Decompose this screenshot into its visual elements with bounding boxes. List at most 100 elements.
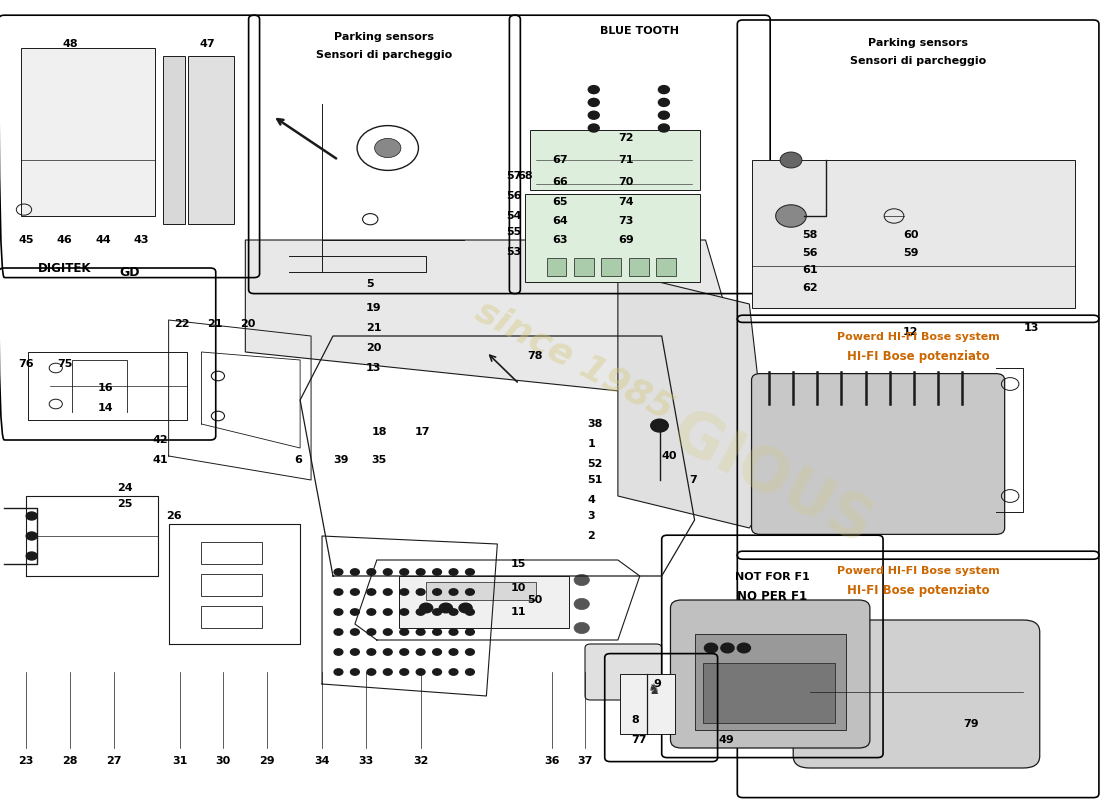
Text: 46: 46 bbox=[57, 235, 73, 245]
Text: HI-FI Bose potenziato: HI-FI Bose potenziato bbox=[847, 350, 989, 362]
Circle shape bbox=[384, 629, 393, 635]
Circle shape bbox=[574, 574, 590, 586]
Circle shape bbox=[465, 589, 474, 595]
Circle shape bbox=[449, 569, 458, 575]
Text: 28: 28 bbox=[63, 756, 78, 766]
Text: 34: 34 bbox=[315, 756, 330, 766]
Text: 37: 37 bbox=[578, 756, 593, 766]
Circle shape bbox=[588, 98, 600, 106]
Circle shape bbox=[432, 589, 441, 595]
Text: 16: 16 bbox=[98, 383, 113, 393]
Text: 20: 20 bbox=[366, 343, 382, 353]
Text: NO PER F1: NO PER F1 bbox=[737, 590, 807, 603]
Text: 19: 19 bbox=[366, 303, 382, 313]
Circle shape bbox=[780, 152, 802, 168]
Text: DIGITEK: DIGITEK bbox=[37, 262, 91, 274]
FancyBboxPatch shape bbox=[574, 258, 594, 276]
Polygon shape bbox=[21, 48, 155, 216]
Text: 22: 22 bbox=[174, 319, 189, 329]
Text: 76: 76 bbox=[19, 359, 34, 369]
Text: HI-FI Bose potenziato: HI-FI Bose potenziato bbox=[847, 584, 989, 597]
Text: 41: 41 bbox=[152, 455, 168, 465]
Text: 11: 11 bbox=[510, 607, 526, 617]
Circle shape bbox=[367, 569, 376, 575]
Circle shape bbox=[659, 98, 670, 106]
Text: 29: 29 bbox=[260, 756, 275, 766]
Circle shape bbox=[351, 569, 360, 575]
Text: 47: 47 bbox=[199, 39, 214, 49]
Circle shape bbox=[776, 205, 806, 227]
Circle shape bbox=[384, 589, 393, 595]
Text: 56: 56 bbox=[506, 191, 521, 201]
Circle shape bbox=[26, 532, 37, 540]
Circle shape bbox=[399, 649, 408, 655]
Text: BLUE TOOTH: BLUE TOOTH bbox=[601, 26, 680, 35]
Text: 61: 61 bbox=[802, 266, 817, 275]
Text: 55: 55 bbox=[506, 227, 521, 237]
Circle shape bbox=[384, 609, 393, 615]
Text: 10: 10 bbox=[510, 583, 526, 593]
Text: 24: 24 bbox=[117, 483, 133, 493]
Polygon shape bbox=[618, 272, 771, 528]
Text: 43: 43 bbox=[133, 235, 148, 245]
Text: 33: 33 bbox=[359, 756, 374, 766]
FancyBboxPatch shape bbox=[694, 634, 846, 730]
Circle shape bbox=[26, 552, 37, 560]
Text: 45: 45 bbox=[19, 235, 34, 245]
Circle shape bbox=[384, 569, 393, 575]
Circle shape bbox=[459, 603, 472, 613]
Text: 18: 18 bbox=[372, 427, 387, 437]
Text: 23: 23 bbox=[19, 756, 34, 766]
FancyBboxPatch shape bbox=[629, 258, 649, 276]
Text: 63: 63 bbox=[552, 235, 568, 245]
Text: 8: 8 bbox=[631, 715, 639, 725]
Text: 21: 21 bbox=[207, 319, 222, 329]
Circle shape bbox=[367, 669, 376, 675]
Text: 52: 52 bbox=[587, 459, 603, 469]
Text: 79: 79 bbox=[962, 719, 979, 729]
Circle shape bbox=[465, 629, 474, 635]
Text: 72: 72 bbox=[618, 133, 634, 142]
Text: 50: 50 bbox=[527, 595, 542, 605]
Circle shape bbox=[416, 609, 425, 615]
FancyBboxPatch shape bbox=[703, 663, 835, 723]
Text: 5: 5 bbox=[366, 279, 374, 289]
Circle shape bbox=[449, 629, 458, 635]
Circle shape bbox=[449, 589, 458, 595]
Circle shape bbox=[367, 629, 376, 635]
FancyBboxPatch shape bbox=[426, 582, 536, 600]
Circle shape bbox=[384, 669, 393, 675]
Text: 57: 57 bbox=[506, 171, 521, 181]
Text: 30: 30 bbox=[216, 756, 231, 766]
Text: 62: 62 bbox=[802, 283, 817, 293]
Circle shape bbox=[449, 609, 458, 615]
Text: 58: 58 bbox=[802, 230, 817, 240]
Text: 7: 7 bbox=[689, 475, 696, 485]
Circle shape bbox=[419, 603, 432, 613]
Text: 27: 27 bbox=[106, 756, 122, 766]
Text: 15: 15 bbox=[510, 559, 526, 569]
Text: NOT FOR F1: NOT FOR F1 bbox=[735, 572, 810, 582]
Polygon shape bbox=[620, 674, 675, 734]
Circle shape bbox=[651, 419, 669, 432]
Text: 54: 54 bbox=[506, 211, 521, 221]
Text: 73: 73 bbox=[618, 216, 634, 226]
Circle shape bbox=[334, 569, 343, 575]
Text: 25: 25 bbox=[117, 499, 132, 509]
Circle shape bbox=[384, 649, 393, 655]
Text: 39: 39 bbox=[333, 455, 349, 465]
Polygon shape bbox=[245, 240, 738, 400]
Text: 32: 32 bbox=[412, 756, 428, 766]
Text: 3: 3 bbox=[587, 511, 595, 521]
Text: 78: 78 bbox=[527, 351, 542, 361]
Circle shape bbox=[449, 669, 458, 675]
Text: 40: 40 bbox=[662, 451, 678, 461]
Text: 75: 75 bbox=[57, 359, 73, 369]
Text: Parking sensors: Parking sensors bbox=[868, 38, 968, 48]
Circle shape bbox=[439, 603, 452, 613]
Circle shape bbox=[351, 669, 360, 675]
Text: 4: 4 bbox=[587, 495, 595, 505]
Circle shape bbox=[720, 643, 734, 653]
Circle shape bbox=[432, 569, 441, 575]
Text: 14: 14 bbox=[98, 403, 113, 413]
